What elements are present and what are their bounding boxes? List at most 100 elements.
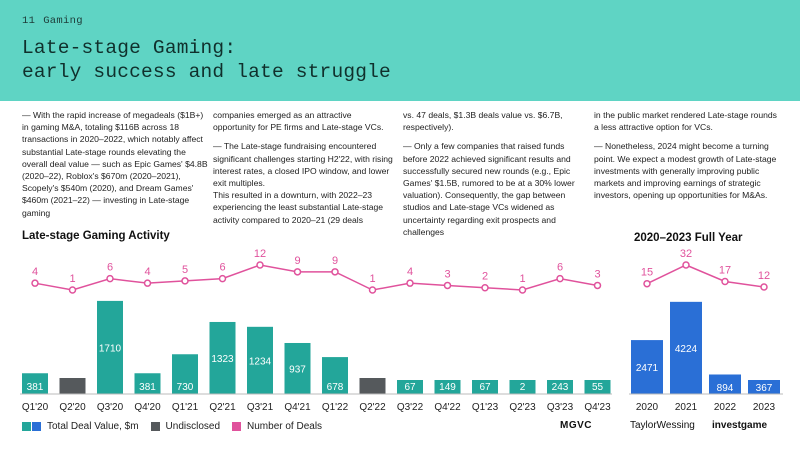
deals-label: 1 (69, 273, 75, 285)
x-tick-label: 2022 (714, 402, 737, 413)
deals-label: 4 (407, 266, 413, 278)
deals-point (368, 286, 377, 294)
bar-quarter (134, 373, 161, 394)
paragraph: — Only a few companies that raised funds… (403, 141, 575, 237)
x-tick-label: Q2'22 (359, 402, 386, 413)
bar-value-label: 367 (756, 383, 773, 394)
x-tick-label: 2020 (636, 402, 659, 413)
legend-item-undisclosed: Undisclosed (150, 421, 220, 432)
bar-quarter (284, 342, 311, 394)
bar-quarter (209, 321, 236, 394)
bar-value-label: 381 (27, 382, 44, 393)
bar-value-label: 4224 (675, 344, 698, 355)
x-tick-label: Q2'21 (209, 402, 236, 413)
bar-quarter (547, 380, 573, 394)
text-column-3: vs. 47 deals, $1.3B deals value vs. $6.7… (403, 109, 585, 245)
deals-point (143, 279, 152, 287)
page-title: Late-stage Gaming: early success and lat… (22, 36, 391, 84)
legend-swatch-teal (22, 422, 31, 431)
deals-label: 17 (719, 265, 731, 277)
x-tick-label: Q1'23 (472, 402, 499, 413)
text-column-4: in the public market rendered Late-stage… (594, 109, 779, 208)
deals-line (34, 264, 598, 291)
page-number: 11 (22, 15, 36, 27)
x-tick-label: 2021 (675, 402, 698, 413)
bar-quarter (584, 380, 611, 394)
bar-quarter (247, 326, 273, 394)
deals-point (68, 286, 77, 294)
x-tick-label: Q4'21 (284, 402, 311, 413)
deals-label: 2 (482, 271, 488, 283)
bar-quarter (97, 300, 123, 394)
paragraph: companies emerged as an attractive oppor… (213, 110, 384, 133)
deals-point (593, 281, 602, 290)
x-tick-label: Q2'20 (59, 402, 86, 413)
deals-point (31, 279, 39, 287)
text-column-1: — With the rapid increase of megadeals (… (22, 109, 208, 226)
bar-value-label: 67 (479, 382, 491, 393)
paragraph: vs. 47 deals, $1.3B deals value vs. $6.7… (403, 110, 563, 133)
deals-label: 12 (254, 248, 266, 260)
logo-mgvc: MGVC (560, 420, 592, 431)
bar-quarter (22, 373, 48, 394)
title-line-1: Late-stage Gaming: (22, 37, 237, 59)
deals-point (443, 281, 452, 290)
deals-label: 6 (219, 262, 225, 274)
deals-point (556, 274, 564, 283)
deals-point (256, 261, 264, 269)
bar-value-label: 55 (592, 382, 604, 393)
bar-value-label: 243 (552, 382, 569, 393)
bar-value-label: 149 (439, 382, 456, 393)
chart-title-yearly: 2020–2023 Full Year (634, 232, 743, 244)
bar-quarter (509, 380, 536, 394)
legend-swatch-gray (150, 422, 160, 431)
deals-label: 9 (332, 255, 338, 267)
paragraph: — Nonetheless, 2024 might become a turni… (594, 141, 777, 201)
bar-year (709, 374, 741, 394)
x-tick-label: Q2'23 (509, 402, 536, 413)
deals-point (331, 268, 339, 276)
deals-label: 9 (294, 255, 300, 267)
deals-label: 12 (758, 270, 770, 282)
deals-label: 15 (641, 267, 653, 279)
legend-label-deals: Number of Deals (247, 421, 323, 432)
deals-label: 1 (369, 273, 375, 285)
bar-value-label: 678 (327, 382, 344, 393)
bar-value-label: 937 (289, 364, 306, 375)
bar-value-label: 2 (520, 382, 526, 393)
bar-quarter (472, 380, 498, 394)
bar-value-label: 381 (139, 382, 156, 393)
text-column-2: companies emerged as an attractive oppor… (213, 109, 393, 233)
deals-label: 5 (182, 264, 188, 276)
bar-value-label: 1323 (211, 354, 234, 365)
deals-label: 4 (144, 266, 150, 278)
paragraph: — The Late-stage fundraising encountered… (213, 141, 393, 189)
header-banner: 11 Gaming Late-stage Gaming: early succes… (0, 0, 800, 101)
deals-label: 6 (107, 262, 113, 274)
legend-item-deals: Number of Deals (232, 421, 322, 432)
x-tick-label: 2023 (753, 402, 776, 413)
bar-quarter (434, 380, 461, 394)
x-tick-label: Q4'22 (434, 402, 461, 413)
deals-point (106, 274, 114, 283)
deals-label: 6 (557, 262, 563, 274)
paragraph: in the public market rendered Late-stage… (594, 110, 777, 133)
section-label: 11 Gaming (22, 15, 91, 27)
paragraph: This resulted in a downturn, with 2022–2… (213, 190, 384, 225)
bar-undisclosed (59, 378, 86, 394)
title-line-2: early success and late struggle (22, 61, 391, 83)
legend-item-value: Total Deal Value, $m (22, 421, 139, 432)
x-tick-label: Q3'23 (547, 402, 574, 413)
bar-quarter (397, 380, 423, 394)
legend-swatch-blue (32, 422, 41, 431)
bar-value-label: 730 (177, 382, 194, 393)
deals-label: 4 (32, 266, 38, 278)
logo-investgame: investgame (712, 420, 768, 431)
bar-value-label: 1710 (99, 343, 122, 354)
deals-point (181, 277, 189, 285)
section-name: Gaming (43, 15, 83, 27)
deals-point (721, 277, 729, 286)
deals-point (406, 279, 414, 287)
deals-label: 3 (594, 268, 600, 280)
